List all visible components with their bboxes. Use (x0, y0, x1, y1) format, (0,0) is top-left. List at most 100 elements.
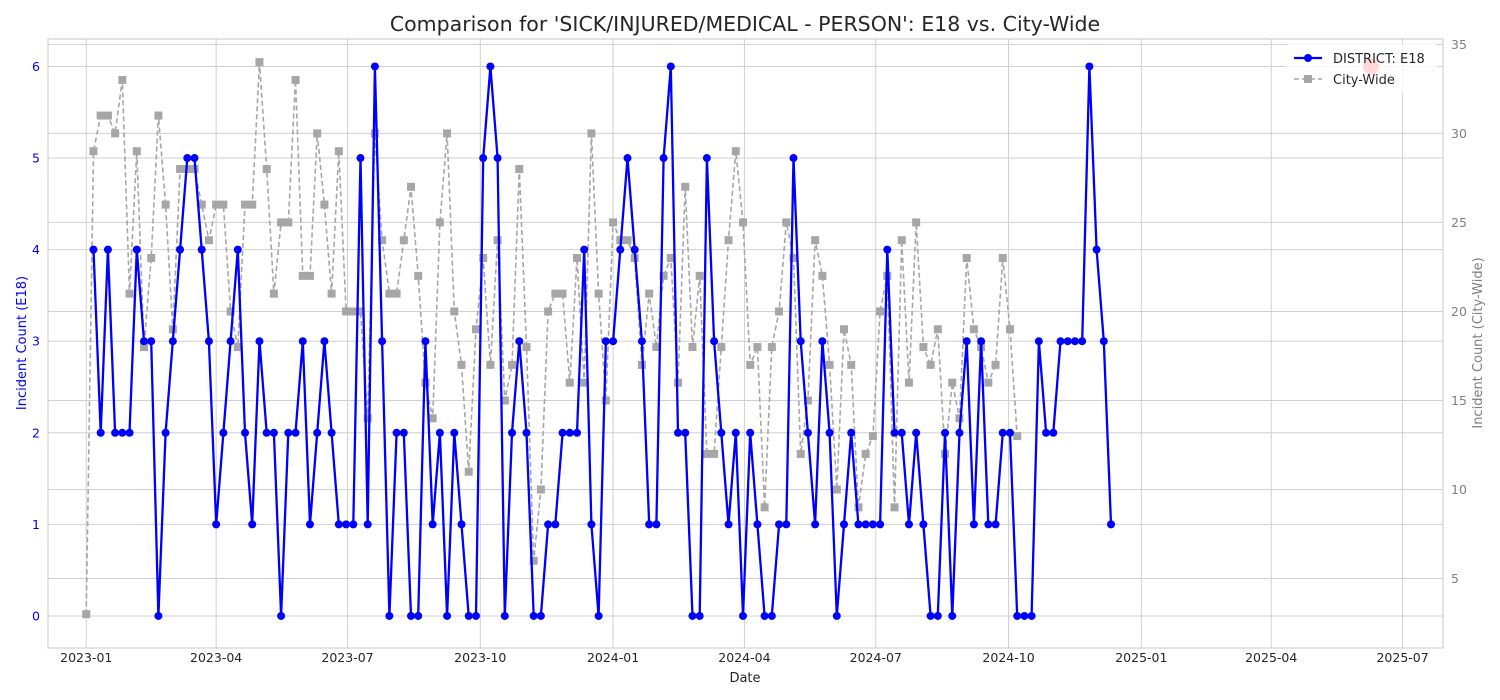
data-point-circle (753, 520, 762, 529)
legend: DISTRICT: E18 City-Wide (1286, 44, 1438, 94)
data-point-square (710, 449, 719, 458)
data-point-square (544, 307, 553, 316)
data-point-square (479, 254, 488, 263)
data-point-square (782, 218, 791, 227)
data-point-circle (659, 154, 668, 163)
data-point-circle (594, 611, 603, 620)
data-point-circle (515, 337, 524, 346)
data-point-circle (1005, 428, 1014, 437)
data-point-square (219, 200, 228, 209)
data-point-circle (399, 428, 408, 437)
data-point-circle (811, 520, 820, 529)
data-point-circle (349, 520, 358, 529)
data-point-square (508, 360, 517, 369)
data-point-circle (746, 428, 755, 437)
data-point-circle (991, 520, 1000, 529)
data-point-square (392, 289, 401, 298)
data-point-square (529, 556, 538, 565)
data-point-square (103, 111, 112, 120)
y-right-tick-label: 25 (1451, 215, 1467, 230)
data-point-square (118, 75, 127, 84)
data-point-square (493, 236, 502, 245)
data-point-circle (414, 611, 423, 620)
data-point-square (991, 360, 1000, 369)
data-point-circle (717, 428, 726, 437)
legend-marker-city-wide (1304, 75, 1312, 83)
data-point-circle (919, 520, 928, 529)
data-point-circle (407, 611, 416, 620)
data-point-square (948, 378, 957, 387)
data-point-circle (616, 245, 625, 254)
data-point-circle (1085, 62, 1094, 71)
x-tick-label: 2024-01 (587, 650, 639, 665)
data-point-circle (190, 154, 199, 163)
x-tick-label: 2025-07 (1376, 650, 1428, 665)
data-point-square (912, 218, 921, 227)
data-point-square (753, 343, 762, 352)
data-point-square (327, 289, 336, 298)
series-district-e18 (89, 62, 1116, 620)
x-axis-ticks: 2023-01 2023-04 2023-07 2023-10 2024-01 2024-… (60, 650, 1429, 665)
x-tick-label: 2023-04 (190, 650, 242, 665)
data-point-circle (897, 428, 906, 437)
data-point-square (161, 200, 170, 209)
data-point-circle (1078, 337, 1087, 346)
data-point-square (241, 200, 250, 209)
data-point-square (659, 271, 668, 280)
data-point-square (399, 236, 408, 245)
data-point-circle (840, 520, 849, 529)
data-point-square (746, 360, 755, 369)
data-point-circle (233, 245, 242, 254)
data-point-circle (1027, 611, 1036, 620)
data-point-circle (854, 520, 863, 529)
data-point-square (82, 610, 91, 619)
data-point-circle (883, 245, 892, 254)
data-point-circle (1070, 337, 1079, 346)
data-point-circle (471, 611, 480, 620)
data-point-square (803, 396, 812, 405)
data-point-square (378, 236, 387, 245)
data-point-circle (544, 520, 553, 529)
data-point-circle (103, 245, 112, 254)
data-point-square (139, 343, 148, 352)
y-left-tick-label: 0 (32, 608, 40, 623)
data-point-square (320, 200, 329, 209)
y-right-tick-label: 5 (1451, 571, 1459, 586)
data-point-circle (486, 62, 495, 71)
data-point-circle (782, 520, 791, 529)
data-point-circle (298, 337, 307, 346)
data-point-circle (645, 520, 654, 529)
data-point-circle (702, 154, 711, 163)
data-point-circle (226, 337, 235, 346)
data-point-circle (558, 428, 567, 437)
data-point-circle (796, 337, 805, 346)
data-point-circle (183, 154, 192, 163)
y-left-tick-label: 2 (32, 425, 40, 440)
chart-title: Comparison for 'SICK/INJURED/MEDICAL - P… (390, 12, 1100, 36)
data-point-circle (262, 428, 271, 437)
data-point-square (269, 289, 278, 298)
data-point-square (904, 378, 913, 387)
data-point-square (847, 360, 856, 369)
data-point-circle (204, 337, 213, 346)
data-point-circle (269, 428, 278, 437)
data-point-circle (551, 520, 560, 529)
data-point-circle (637, 337, 646, 346)
data-point-circle (998, 428, 1007, 437)
data-point-square (212, 200, 221, 209)
data-point-circle (1034, 337, 1043, 346)
x-tick-label: 2025-04 (1245, 650, 1297, 665)
data-point-square (775, 307, 784, 316)
data-point-circle (565, 428, 574, 437)
data-point-square (313, 129, 322, 138)
data-point-square (111, 129, 120, 138)
data-point-square (832, 485, 841, 494)
data-point-square (717, 343, 726, 352)
data-point-circle (623, 154, 632, 163)
legend-label-city-wide: City-Wide (1333, 73, 1395, 88)
data-point-circle (601, 337, 610, 346)
data-point-circle (334, 520, 343, 529)
y-left-tick-label: 1 (32, 517, 40, 532)
y-axis-left-ticks: 0 1 2 3 4 5 6 (32, 59, 40, 623)
